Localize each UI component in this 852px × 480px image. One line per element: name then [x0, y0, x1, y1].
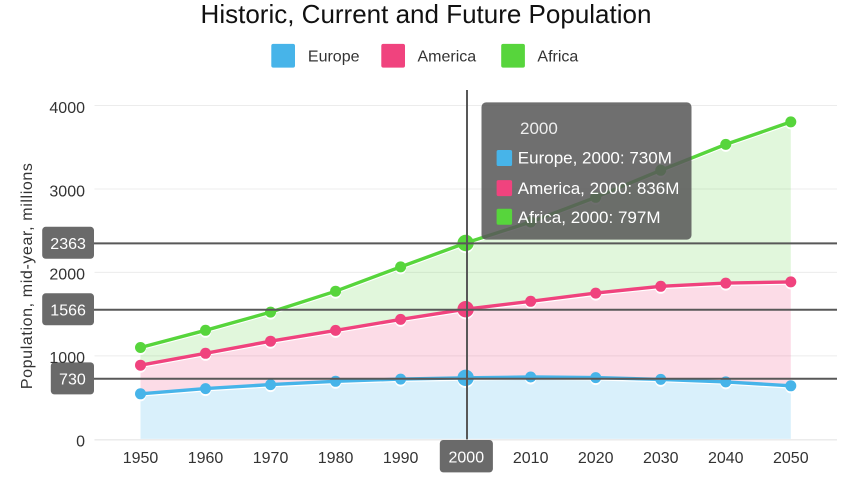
svg-text:2040: 2040 [708, 450, 744, 467]
svg-text:1000: 1000 [49, 350, 85, 367]
svg-text:2020: 2020 [578, 450, 614, 467]
svg-text:Africa, 2000: 797M: Africa, 2000: 797M [518, 208, 661, 227]
svg-text:Europe: Europe [308, 49, 360, 66]
svg-text:1970: 1970 [253, 450, 289, 467]
svg-text:2000: 2000 [520, 119, 558, 138]
svg-text:2363: 2363 [50, 236, 86, 253]
svg-text:0: 0 [76, 434, 85, 451]
svg-text:2010: 2010 [513, 450, 549, 467]
svg-text:America: America [418, 49, 477, 66]
svg-text:730: 730 [59, 372, 86, 389]
svg-text:3000: 3000 [49, 183, 85, 200]
svg-text:Historic, Current and Future P: Historic, Current and Future Population [201, 0, 652, 29]
svg-text:1960: 1960 [188, 450, 224, 467]
svg-text:2050: 2050 [773, 450, 809, 467]
svg-text:4000: 4000 [49, 100, 85, 117]
svg-text:Population, mid-year, millions: Population, mid-year, millions [19, 162, 36, 389]
svg-text:1980: 1980 [318, 450, 354, 467]
svg-text:Europe, 2000: 730M: Europe, 2000: 730M [518, 149, 672, 168]
svg-text:2000: 2000 [449, 449, 485, 466]
svg-text:2000: 2000 [49, 267, 85, 284]
svg-text:1950: 1950 [123, 450, 159, 467]
svg-text:1566: 1566 [50, 302, 86, 319]
svg-text:2030: 2030 [643, 450, 679, 467]
svg-text:America, 2000: 836M: America, 2000: 836M [518, 179, 680, 198]
svg-text:Africa: Africa [537, 49, 578, 66]
svg-text:1990: 1990 [383, 450, 419, 467]
